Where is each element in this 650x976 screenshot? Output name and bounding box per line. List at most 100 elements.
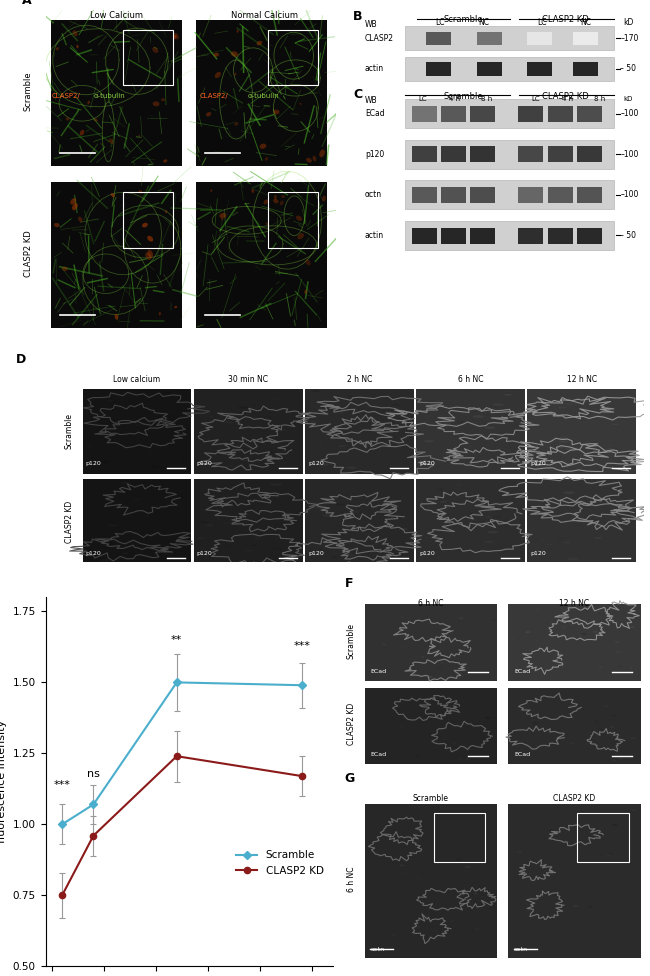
Text: ***: ***	[54, 780, 71, 791]
Bar	[196, 182, 327, 328]
Ellipse shape	[343, 420, 350, 422]
Text: Scramble: Scramble	[444, 15, 484, 23]
Ellipse shape	[559, 440, 569, 443]
Text: αctn: αctn	[514, 948, 528, 953]
Ellipse shape	[161, 99, 165, 102]
Text: p120: p120	[197, 551, 213, 556]
Ellipse shape	[573, 905, 578, 908]
Bar	[470, 227, 495, 244]
Ellipse shape	[62, 266, 68, 271]
Text: CLASP2/: CLASP2/	[200, 93, 228, 99]
Ellipse shape	[569, 556, 575, 557]
Ellipse shape	[198, 451, 203, 452]
Ellipse shape	[606, 741, 610, 742]
Ellipse shape	[612, 759, 616, 761]
Ellipse shape	[346, 504, 353, 505]
Text: p120: p120	[419, 461, 435, 466]
Ellipse shape	[296, 216, 302, 221]
Ellipse shape	[580, 840, 582, 841]
Text: G: G	[344, 772, 355, 786]
Ellipse shape	[384, 521, 391, 523]
Ellipse shape	[489, 735, 491, 736]
Ellipse shape	[449, 920, 454, 922]
Ellipse shape	[350, 510, 359, 512]
Ellipse shape	[399, 528, 408, 530]
Ellipse shape	[504, 394, 512, 395]
Text: –100: –100	[620, 190, 639, 199]
Ellipse shape	[232, 414, 240, 416]
Ellipse shape	[159, 312, 161, 315]
Text: CLASP2 KD: CLASP2 KD	[23, 230, 32, 276]
Ellipse shape	[72, 203, 78, 211]
Ellipse shape	[270, 397, 280, 400]
Text: WB: WB	[365, 20, 378, 29]
Text: 6 h NC: 6 h NC	[347, 867, 356, 892]
Ellipse shape	[606, 855, 609, 856]
Ellipse shape	[306, 158, 312, 163]
Text: p120: p120	[197, 461, 213, 466]
Bar	[194, 389, 303, 473]
Text: α-tubulin: α-tubulin	[94, 93, 125, 99]
Ellipse shape	[575, 524, 581, 525]
Ellipse shape	[390, 934, 396, 937]
Ellipse shape	[273, 109, 280, 114]
Ellipse shape	[168, 411, 175, 413]
Ellipse shape	[108, 400, 114, 401]
Bar	[528, 389, 636, 473]
Bar	[406, 57, 614, 81]
Ellipse shape	[439, 501, 447, 503]
Ellipse shape	[460, 758, 463, 760]
Ellipse shape	[566, 448, 573, 450]
Text: –100: –100	[620, 109, 639, 118]
Bar	[411, 187, 437, 203]
Ellipse shape	[563, 491, 575, 494]
Text: Scramble: Scramble	[65, 413, 74, 449]
Text: p120: p120	[308, 551, 324, 556]
Ellipse shape	[584, 505, 593, 508]
Ellipse shape	[400, 726, 404, 727]
Ellipse shape	[630, 627, 634, 628]
Ellipse shape	[480, 751, 482, 752]
Ellipse shape	[635, 908, 638, 909]
Ellipse shape	[339, 413, 344, 414]
Ellipse shape	[165, 210, 167, 213]
Ellipse shape	[621, 504, 630, 506]
Text: 6 h NC: 6 h NC	[418, 599, 443, 608]
Ellipse shape	[248, 441, 256, 443]
Ellipse shape	[593, 450, 598, 451]
Ellipse shape	[553, 895, 556, 896]
Ellipse shape	[338, 445, 346, 447]
Text: actin: actin	[365, 231, 384, 240]
Ellipse shape	[265, 444, 272, 446]
Ellipse shape	[480, 627, 482, 628]
Ellipse shape	[473, 415, 484, 418]
Bar	[547, 187, 573, 203]
Ellipse shape	[411, 623, 415, 624]
Ellipse shape	[428, 400, 436, 402]
Ellipse shape	[443, 423, 451, 425]
Ellipse shape	[313, 156, 317, 161]
Ellipse shape	[434, 931, 437, 932]
Text: 6 h NC: 6 h NC	[458, 375, 484, 384]
Ellipse shape	[436, 667, 442, 670]
Ellipse shape	[393, 543, 401, 545]
Ellipse shape	[536, 694, 540, 696]
Ellipse shape	[152, 47, 159, 53]
Ellipse shape	[227, 465, 237, 468]
Ellipse shape	[214, 53, 219, 57]
Bar	[476, 62, 502, 76]
Ellipse shape	[148, 250, 153, 258]
Ellipse shape	[630, 607, 634, 609]
Ellipse shape	[281, 195, 285, 198]
Ellipse shape	[260, 457, 267, 458]
Text: αctn: αctn	[365, 190, 382, 199]
Text: 8 h: 8 h	[481, 96, 492, 102]
Bar	[577, 227, 602, 244]
Ellipse shape	[630, 668, 632, 669]
Ellipse shape	[602, 444, 614, 447]
Bar	[416, 479, 525, 564]
Text: Normal Calcium: Normal Calcium	[231, 12, 298, 20]
Ellipse shape	[415, 755, 419, 757]
Ellipse shape	[567, 557, 578, 560]
Ellipse shape	[424, 440, 434, 442]
